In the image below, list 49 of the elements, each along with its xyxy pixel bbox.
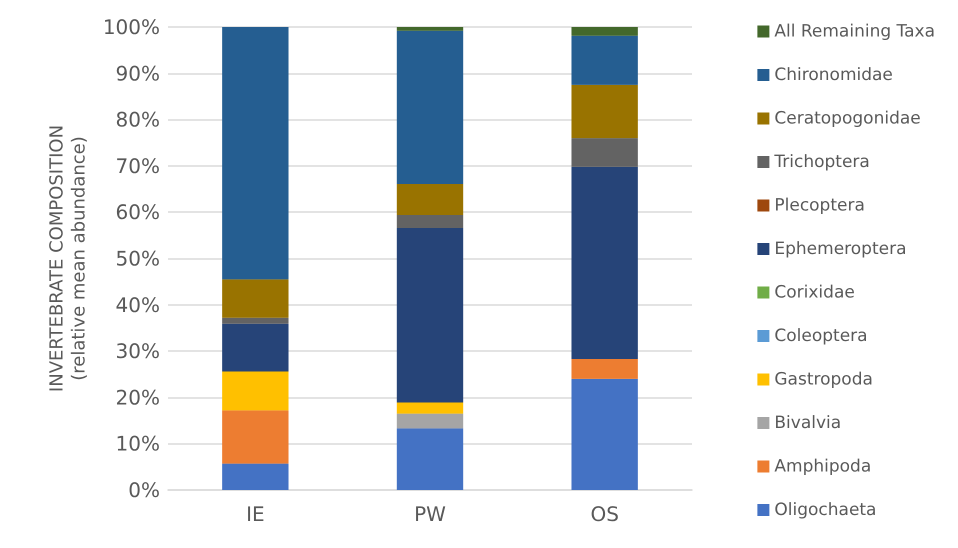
y-tick-label: 20% xyxy=(116,385,160,410)
x-tick-label: PW xyxy=(414,502,446,526)
legend-label: Plecoptera xyxy=(774,196,865,216)
y-tick-label: 80% xyxy=(116,108,160,132)
y-tick-label: 70% xyxy=(116,154,160,178)
y-tick-label: 90% xyxy=(116,61,160,86)
bar xyxy=(396,184,464,215)
y-tick-label: 60% xyxy=(116,200,160,224)
bar xyxy=(571,138,638,167)
bar xyxy=(222,27,289,280)
bar xyxy=(396,30,464,184)
x-tick-label: OS xyxy=(590,502,619,526)
bar xyxy=(396,228,464,402)
bar xyxy=(396,428,464,490)
legend-label: Oligochaeta xyxy=(774,500,876,520)
legend-label: Chironomidae xyxy=(774,65,893,85)
legend-label: Ceratopogonidae xyxy=(774,108,921,128)
bar xyxy=(571,378,638,490)
bar xyxy=(222,464,289,490)
y-tick-label: 40% xyxy=(116,292,160,317)
bar xyxy=(222,279,289,318)
bar xyxy=(571,36,638,85)
y-tick-label: 100% xyxy=(102,15,160,39)
bar xyxy=(396,27,464,31)
y-tick-label: 50% xyxy=(116,246,160,270)
legend-label: Gastropoda xyxy=(774,370,873,390)
bar xyxy=(571,166,638,359)
legend-label: Corixidae xyxy=(774,282,855,302)
legend-label: Amphipoda xyxy=(774,456,872,476)
bar xyxy=(396,402,464,414)
bar xyxy=(396,214,464,228)
legend-label: Coleoptera xyxy=(774,326,868,346)
y-tick-label: 10% xyxy=(116,432,160,456)
y-tick-label: 30% xyxy=(116,339,160,364)
bar xyxy=(571,27,638,36)
bar xyxy=(222,410,289,464)
bar xyxy=(222,371,289,410)
bar xyxy=(222,318,289,324)
bar xyxy=(571,358,638,379)
bar xyxy=(222,324,289,372)
bar xyxy=(396,414,464,428)
legend-label: Ephemeroptera xyxy=(774,239,907,259)
x-tick-label: IE xyxy=(246,502,265,526)
y-axis-title: INVERTEBRATE COMPOSITION (relative mean abundance) xyxy=(46,124,90,392)
legend-label: Bivalvia xyxy=(774,413,842,433)
y-tick-label: 0% xyxy=(128,478,160,502)
legend-label: All Remaining Taxa xyxy=(774,22,936,42)
bar xyxy=(571,84,638,138)
legend-label: Trichoptera xyxy=(773,152,870,172)
